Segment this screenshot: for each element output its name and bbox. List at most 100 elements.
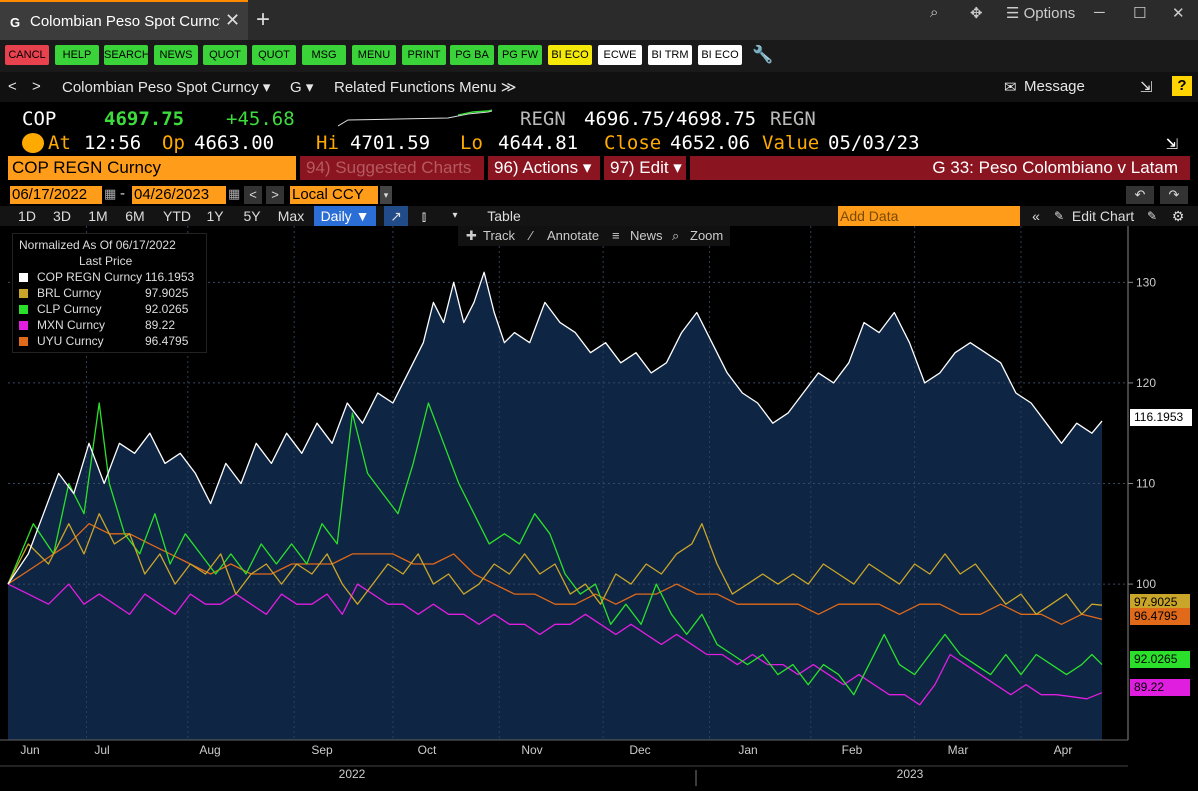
security-field[interactable]: COP REGN Curncy — [8, 156, 296, 180]
legend-name: MXN Curncy — [37, 318, 106, 332]
series-line-0 — [7, 271, 1103, 585]
g-dropdown[interactable]: G ▾ — [290, 79, 314, 96]
function-key[interactable]: MSG — [302, 45, 346, 65]
function-key[interactable]: QUOT — [203, 45, 247, 65]
period-button[interactable]: 1M — [88, 208, 108, 224]
options-button[interactable]: ☰ Options — [1006, 5, 1076, 22]
legend-row[interactable]: UYU Curncy 96.4795 — [19, 334, 204, 350]
legend-row[interactable]: COP REGN Curncy 116.1953 — [19, 270, 204, 286]
help-button[interactable]: ? — [1172, 76, 1192, 96]
legend-row[interactable]: CLP Curncy 92.0265 — [19, 302, 204, 318]
function-key[interactable]: BI ECO — [548, 45, 592, 65]
at-label: At — [48, 132, 71, 154]
function-key[interactable]: HELP — [55, 45, 99, 65]
actions-menu[interactable]: 96) Actions ▾ — [488, 156, 600, 180]
edit-menu[interactable]: 97) Edit ▾ — [604, 156, 686, 180]
legend-row[interactable]: MXN Curncy 89.22 — [19, 318, 204, 334]
period-button[interactable]: 1Y — [206, 208, 224, 224]
zoom-button[interactable]: Zoom — [690, 228, 724, 243]
minimize-button[interactable]: ─ — [1094, 4, 1105, 21]
close-tab-icon[interactable]: ✕ — [225, 10, 241, 30]
resize-icon[interactable]: ✥ — [970, 5, 983, 22]
window-tab[interactable]: G Colombian Peso Spot Curncy ✕ — [0, 0, 248, 40]
collapse-icon[interactable]: « — [1032, 208, 1040, 224]
source-label-2: REGN — [770, 108, 816, 130]
message-button[interactable]: Message — [1024, 78, 1085, 95]
function-key[interactable]: QUOT — [252, 45, 296, 65]
x-month-label: Mar — [948, 743, 969, 757]
period-button[interactable]: 3D — [53, 208, 71, 224]
track-icon[interactable]: ✚ — [466, 228, 477, 243]
currency-dropdown-icon[interactable]: ▾ — [380, 186, 392, 204]
related-functions-menu[interactable]: Related Functions Menu ≫ — [334, 79, 517, 96]
search-icon[interactable]: ⌕ — [930, 4, 939, 21]
back-button[interactable]: < — [8, 78, 17, 95]
redo-button[interactable]: ↷ — [1160, 186, 1188, 204]
start-date-field[interactable]: 06/17/2022 — [10, 186, 102, 204]
legend-title: Normalized As Of 06/17/2022 — [19, 238, 176, 252]
maximize-button[interactable]: ☐ — [1133, 5, 1147, 22]
x-month-label: Jan — [738, 743, 757, 757]
export-icon[interactable]: ⇲ — [1140, 79, 1153, 96]
security-dropdown[interactable]: Colombian Peso Spot Curncy ▾ — [62, 79, 271, 96]
annotate-icon[interactable]: ∕ — [530, 228, 533, 243]
news-button[interactable]: News — [630, 228, 663, 243]
next-period-button[interactable]: > — [266, 186, 284, 204]
function-key[interactable]: SEARCH — [104, 45, 148, 65]
function-key[interactable]: NEWS — [154, 45, 198, 65]
function-key[interactable]: CANCL — [5, 45, 49, 65]
legend-name: CLP Curncy — [37, 302, 102, 316]
chart-legend: Normalized As Of 06/17/2022 Last Price C… — [12, 233, 207, 353]
suggested-charts-button[interactable]: 94) Suggested Charts — [300, 156, 484, 180]
period-button[interactable]: Max — [277, 208, 305, 224]
chart-name: G 33: Peso Colombiano v Latam — [690, 156, 1190, 180]
period-button[interactable]: 5Y — [243, 208, 261, 224]
period-button[interactable]: 6M — [125, 208, 145, 224]
bar-chart-icon[interactable]: ⫾ — [421, 208, 427, 224]
calendar-icon[interactable]: ▦ — [228, 186, 241, 201]
pencil-icon[interactable]: ✎ — [1053, 209, 1065, 223]
table-button[interactable]: Table — [487, 208, 521, 224]
pop-out-icon[interactable]: ⇲ — [1166, 130, 1179, 154]
price-chart[interactable]: 100 110 120 130 Jun Jul Aug Sep Oct Nov Dec Jan Feb M… — [0, 226, 1198, 786]
currency-select[interactable]: Local CCY — [290, 186, 378, 204]
source-label: REGN — [520, 108, 566, 130]
period-button[interactable]: 1D — [18, 208, 36, 224]
add-data-field[interactable]: Add Data — [838, 206, 1020, 226]
wrench-icon[interactable]: 🔧 — [752, 45, 774, 64]
new-tab-button[interactable]: + — [256, 6, 271, 33]
function-key[interactable]: BI TRM — [648, 45, 692, 65]
line-chart-icon[interactable]: ↗ — [384, 206, 408, 226]
annotate-button[interactable]: Annotate — [547, 228, 600, 243]
legend-swatch — [19, 321, 28, 330]
edit-chart-button[interactable]: Edit Chart — [1071, 208, 1135, 224]
chart-controls: 1D 3D 1M 6M YTD 1Y 5Y Max Daily ▼ ↗ ⫾ ▾ Table A… — [0, 206, 1198, 226]
function-key[interactable]: PG BA — [450, 45, 494, 65]
legend-row[interactable]: BRL Curncy 97.9025 — [19, 286, 204, 302]
frequency-select[interactable]: Daily ▼ — [314, 206, 376, 226]
function-key[interactable]: ECWE — [598, 45, 642, 65]
close-window-button[interactable]: ✕ — [1172, 5, 1185, 22]
zoom-icon[interactable]: ⌕ — [672, 228, 680, 243]
function-key[interactable]: MENU — [352, 45, 396, 65]
prev-period-button[interactable]: < — [244, 186, 262, 204]
chart-type-dropdown-icon[interactable]: ▾ — [452, 210, 458, 221]
forward-button[interactable]: > — [32, 78, 41, 95]
edit-legend-icon[interactable]: ✎ — [1146, 209, 1158, 223]
news-icon[interactable]: ≡ — [612, 228, 620, 243]
time-value: 12:56 — [84, 132, 142, 154]
calendar-icon[interactable]: ▦ — [104, 186, 117, 201]
legend-subtitle: Last Price — [79, 254, 133, 268]
end-date-field[interactable]: 04/26/2023 — [132, 186, 226, 204]
last-price: 4697.75 — [104, 108, 185, 130]
settings-gear-icon[interactable]: ⚙ — [1171, 208, 1185, 224]
function-key[interactable]: BI ECO — [698, 45, 742, 65]
function-key[interactable]: PG FW — [498, 45, 542, 65]
period-button[interactable]: YTD — [163, 208, 191, 224]
chart-area[interactable]: 100 110 120 130 Jun Jul Aug Sep Oct Nov Dec Jan Feb M… — [0, 226, 1198, 786]
legend-swatch — [19, 289, 28, 298]
function-key[interactable]: PRINT — [402, 45, 446, 65]
track-button[interactable]: Track — [483, 228, 516, 243]
undo-button[interactable]: ↶ — [1126, 186, 1154, 204]
y-tick-label: 130 — [1136, 275, 1156, 289]
